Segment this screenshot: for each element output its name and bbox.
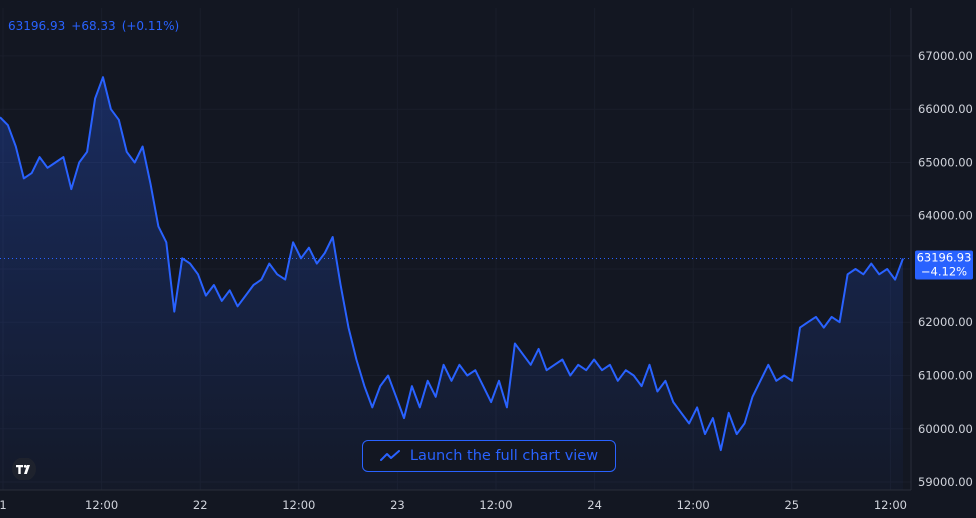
- price-tick-label: 67000.00: [918, 49, 973, 63]
- launch-full-chart-button[interactable]: Launch the full chart view: [362, 440, 616, 472]
- trend-line-icon: [379, 450, 400, 461]
- price-tick-label: 61000.00: [918, 368, 973, 382]
- last-price-tag: 63196.93 −4.12%: [915, 250, 973, 280]
- time-tick-label: 12:00: [677, 498, 710, 512]
- time-tick-label: 12:00: [282, 498, 315, 512]
- header-change-pct: (+0.11%): [121, 19, 180, 33]
- time-tick-label: 22: [193, 498, 208, 512]
- time-tick-label: 1: [0, 498, 7, 512]
- price-tick-label: 62000.00: [918, 315, 973, 329]
- time-tick-label: 12:00: [85, 498, 118, 512]
- time-tick-label: 23: [390, 498, 405, 512]
- header-change: +68.33: [71, 19, 116, 33]
- last-price-tag-box: [915, 250, 973, 280]
- header-price: 63196.93: [8, 19, 66, 33]
- price-tick-label: 66000.00: [918, 102, 973, 116]
- price-area-fill: [0, 77, 903, 490]
- price-header: 63196.93 +68.33 (+0.11%): [8, 19, 185, 33]
- price-line: [0, 76, 904, 452]
- time-tick-label: 12:00: [479, 498, 512, 512]
- price-tick-label: 65000.00: [918, 155, 973, 169]
- tradingview-logo-icon[interactable]: [11, 458, 37, 480]
- price-tick-label: 64000.00: [918, 209, 973, 223]
- time-axis: 1 12:00 22 12:00 23 12:00 24 12:00 25 12:00: [0, 498, 907, 512]
- last-price-label: 63196.93: [917, 250, 972, 264]
- time-tick-label: 12:00: [874, 498, 907, 512]
- time-tick-label: 25: [784, 498, 799, 512]
- last-change-label: −4.12%: [921, 264, 967, 278]
- price-tick-label: 60000.00: [918, 422, 973, 436]
- launch-full-chart-label: Launch the full chart view: [409, 448, 599, 464]
- price-tick-label: 59000.00: [918, 475, 973, 489]
- time-tick-label: 24: [587, 498, 602, 512]
